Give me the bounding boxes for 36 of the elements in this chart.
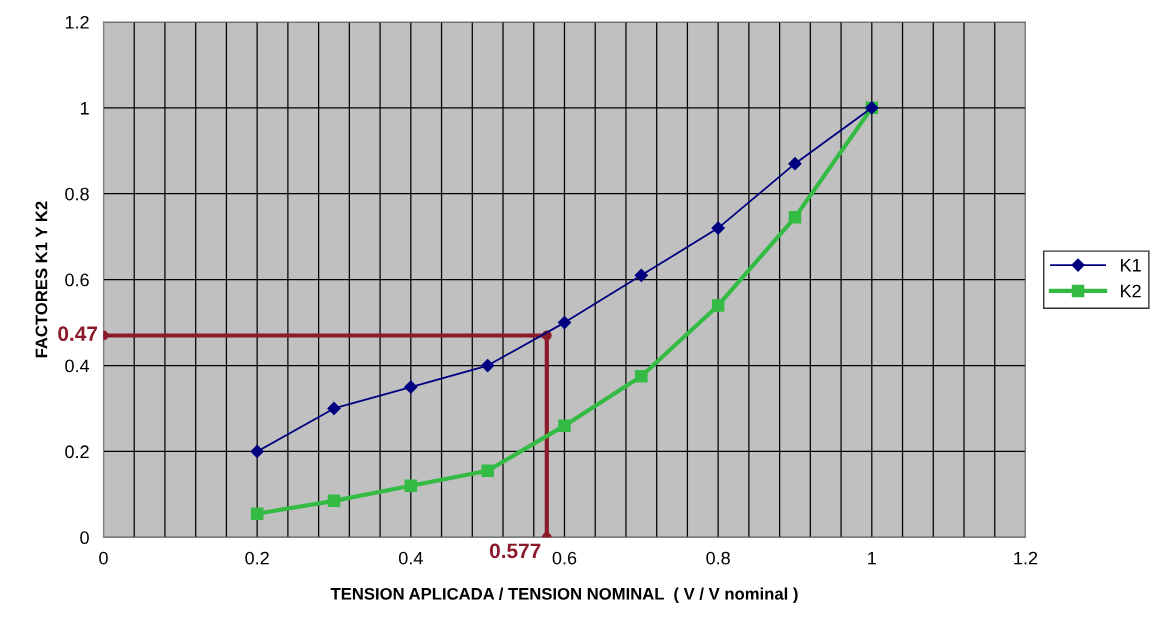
point (404, 380, 418, 394)
point (711, 299, 725, 312)
y-tick-label: 0.4 (65, 359, 90, 373)
y-axis-title: FACTORES K1 Y K2 (35, 201, 48, 358)
point (788, 157, 802, 171)
y-tick-label: 1.2 (65, 15, 89, 29)
point (558, 419, 571, 432)
x-tick-label: 0.2 (245, 551, 269, 565)
y-tick-label: 0.8 (65, 187, 89, 201)
annotation: 0.47 (58, 326, 98, 342)
point (788, 211, 802, 224)
point (481, 358, 495, 373)
point (635, 370, 648, 383)
y-tick-label: 0.6 (65, 273, 89, 287)
y-tick-label: 0.2 (65, 445, 89, 459)
point (711, 221, 725, 235)
y-tick-label: 0 (80, 531, 89, 545)
x-tick-label: 1 (868, 551, 876, 565)
point (404, 479, 418, 493)
point (634, 268, 648, 282)
point (481, 464, 494, 478)
point (327, 494, 341, 508)
legend-label: K1 (1121, 258, 1141, 272)
point (250, 444, 264, 459)
x-tick-label: 0.4 (398, 551, 423, 565)
y-tick-label: 1 (80, 101, 89, 115)
annotation: 0.577 (489, 543, 541, 559)
x-tick-label: 0.6 (552, 551, 577, 565)
point (557, 316, 572, 330)
x-tick-label: 0.8 (706, 551, 730, 565)
point (327, 401, 341, 416)
x-axis-title: TENSION APLICADA / TENSION NOMINAL ( V / V nominal ) (330, 587, 798, 604)
point (250, 507, 264, 520)
x-tick-label: 1.2 (1014, 551, 1038, 565)
x-tick-label: 0 (99, 551, 108, 565)
legend-label: K2 (1121, 284, 1141, 298)
